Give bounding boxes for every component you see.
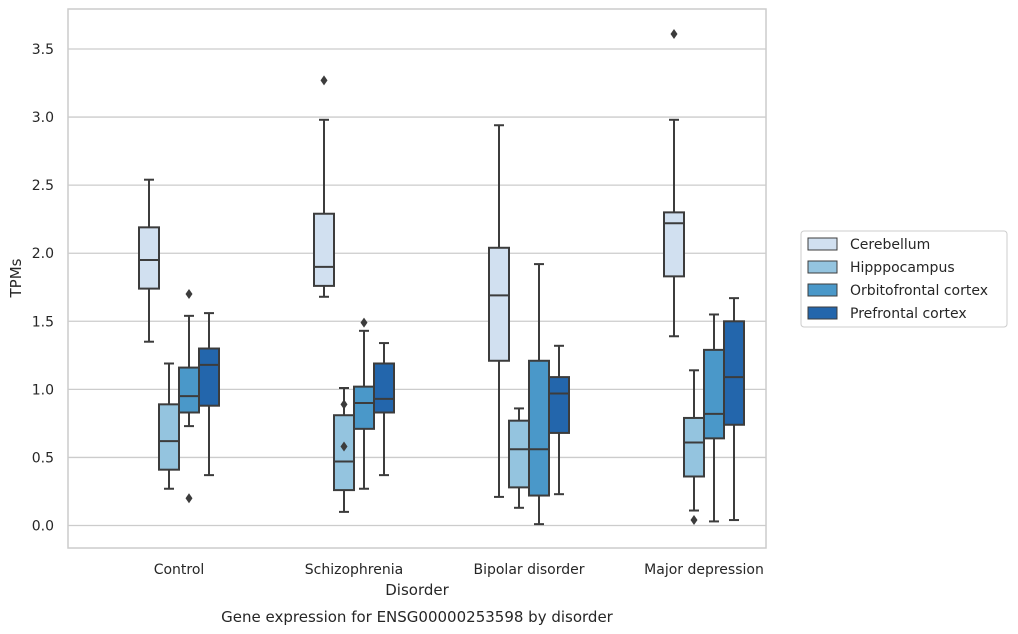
- y-tick-label: 2.5: [32, 178, 54, 194]
- box-orbitofrontal-cortex: [353, 317, 375, 490]
- box-prefrontal-cortex: [373, 342, 395, 477]
- x-tick-label: Control: [154, 562, 205, 578]
- y-tick-label: 1.5: [32, 314, 54, 330]
- legend-label: Hipppocampus: [850, 260, 955, 276]
- x-tick-label: Schizophrenia: [305, 562, 403, 578]
- x-tick-labels: Control Schizophrenia Bipolar disorder Majo…: [154, 562, 764, 578]
- legend-items: Cerebellum Hipppocampus Orbitofrontal cort…: [807, 237, 988, 322]
- y-tick-label: 0.5: [32, 450, 54, 466]
- box-iqr: [333, 414, 355, 492]
- outlier-point: [340, 399, 348, 410]
- box-orbitofrontal-cortex: [528, 263, 550, 526]
- box-iqr: [158, 403, 180, 471]
- legend-swatch: [807, 260, 838, 274]
- legend: Cerebellum Hipppocampus Orbitofrontal cort…: [800, 230, 1008, 328]
- y-tick-label: 2.0: [32, 246, 54, 262]
- plot-frame: [67, 8, 767, 549]
- outlier-point: [360, 317, 368, 328]
- y-tick-label: 1.0: [32, 382, 54, 398]
- legend-label: Cerebellum: [850, 237, 930, 253]
- box-iqr: [703, 348, 725, 440]
- box-hipppocampus: [158, 362, 180, 490]
- box-orbitofrontal-cortex: [178, 289, 200, 504]
- box-iqr: [548, 376, 570, 434]
- y-axis-title: TPMs: [7, 258, 25, 298]
- box-iqr: [198, 347, 220, 407]
- box-iqr: [528, 359, 550, 497]
- outlier-point: [690, 515, 698, 526]
- box-iqr: [683, 416, 705, 478]
- box-iqr: [508, 419, 530, 489]
- box-cerebellum: [663, 29, 685, 338]
- box-prefrontal-cortex: [198, 312, 220, 477]
- box-orbitofrontal-cortex: [703, 313, 725, 523]
- chart-caption: Gene expression for ENSG00000253598 by d…: [221, 608, 614, 626]
- boxes-layer: [138, 29, 745, 526]
- x-tick-label: Major depression: [644, 562, 764, 578]
- box-hipppocampus: [333, 386, 355, 513]
- y-tick-labels: 0.0 0.5 1.0 1.5 2.0 2.5 3.0 3.5: [32, 42, 54, 535]
- box-cerebellum: [488, 124, 510, 498]
- box-iqr: [663, 211, 685, 278]
- legend-label: Prefrontal cortex: [850, 306, 967, 322]
- box-iqr: [373, 362, 395, 414]
- legend-swatch: [807, 306, 838, 320]
- outlier-point: [185, 493, 193, 504]
- box-hipppocampus: [683, 369, 705, 526]
- outlier-point: [670, 29, 678, 40]
- x-axis-title: Disorder: [385, 581, 449, 599]
- legend-label: Orbitofrontal cortex: [850, 283, 988, 299]
- box-iqr: [353, 385, 375, 430]
- y-tick-label: 3.5: [32, 42, 54, 58]
- outlier-point: [340, 441, 348, 452]
- box-cerebellum: [138, 178, 160, 343]
- outlier-point: [185, 289, 193, 300]
- legend-swatch: [807, 283, 838, 297]
- box-iqr: [313, 212, 335, 287]
- legend-swatch: [807, 237, 838, 251]
- outlier-point: [320, 75, 328, 86]
- box-iqr: [488, 246, 510, 362]
- y-tick-label: 3.0: [32, 110, 54, 126]
- box-iqr: [723, 320, 745, 426]
- box-prefrontal-cortex: [548, 344, 570, 496]
- box-iqr: [138, 226, 160, 290]
- x-tick-label: Bipolar disorder: [473, 562, 584, 578]
- box-prefrontal-cortex: [723, 297, 745, 522]
- box-hipppocampus: [508, 407, 530, 509]
- legend-frame: [800, 230, 1008, 328]
- box-iqr: [178, 366, 200, 414]
- box-cerebellum: [313, 75, 335, 298]
- y-tick-label: 0.0: [32, 519, 54, 535]
